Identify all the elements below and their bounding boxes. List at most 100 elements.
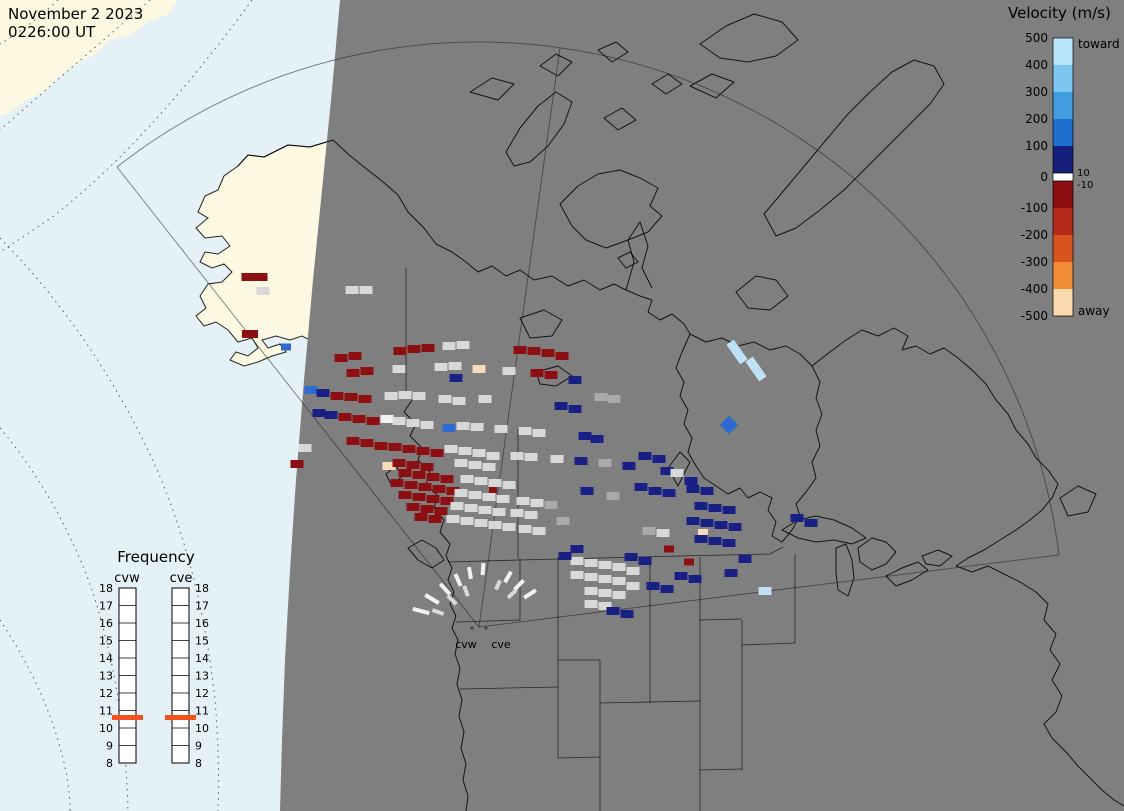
velocity-cell — [532, 527, 546, 535]
velocity-cell — [434, 363, 448, 371]
velocity-cell — [384, 392, 398, 400]
velocity-cell — [674, 572, 688, 580]
velocity-cell — [558, 552, 572, 560]
velocity-cell — [344, 393, 358, 401]
lake-michigan — [835, 543, 855, 597]
velocity-cell — [626, 567, 640, 575]
frequency-legend: Frequency cvw cve 1817161514131211109818… — [99, 548, 209, 770]
velocity-cell — [638, 452, 652, 460]
lake-great-slave — [535, 365, 573, 387]
velocity-legend-zero-gap — [1053, 173, 1073, 181]
frequency-tick-label: 11 — [99, 705, 113, 718]
velocity-cell — [420, 505, 434, 513]
velocity-cell — [700, 487, 714, 495]
velocity-tick-label: -100 — [1021, 201, 1048, 215]
velocity-cell — [304, 386, 318, 394]
velocity-cell — [506, 588, 518, 600]
lake-huron — [857, 537, 897, 571]
frequency-tick-label: 17 — [195, 600, 209, 613]
velocity-cell — [660, 585, 674, 593]
velocity-cell — [488, 521, 502, 529]
velocity-cell — [466, 566, 474, 580]
velocity-cell — [728, 523, 742, 531]
velocity-cell — [530, 499, 544, 507]
velocity-cell — [724, 569, 738, 577]
velocity-cell — [634, 483, 648, 491]
velocity-cell — [348, 352, 362, 360]
frequency-tick-label: 10 — [99, 722, 113, 735]
frequency-legend-title: Frequency — [117, 548, 195, 566]
island-melville — [469, 77, 515, 101]
velocity-legend: Velocity (m/s) toward away 500 400 300 200 1… — [1008, 4, 1120, 323]
velocity-cell — [453, 573, 463, 587]
velocity-cell — [418, 483, 432, 491]
radar-site-markers: cvw cve — [455, 626, 511, 651]
velocity-cell — [662, 489, 676, 497]
velocity-cell — [428, 515, 442, 523]
velocity-cell — [598, 459, 612, 467]
lake-ontario — [921, 549, 953, 567]
velocity-cell — [502, 523, 516, 531]
velocity-legend-ticks: 500 400 300 200 100 0 -100 -200 -300 -400 -500 10-1… — [1021, 31, 1094, 323]
velocity-legend-segment — [1053, 289, 1073, 316]
velocity-cell — [664, 545, 674, 553]
velocity-cell — [446, 594, 458, 606]
velocity-cell — [492, 508, 506, 516]
velocity-tick-label: -200 — [1021, 228, 1048, 242]
velocity-cell — [382, 462, 396, 470]
frequency-tick-label: 15 — [99, 635, 113, 648]
frequency-column-label-cve: cve — [170, 571, 193, 586]
velocity-legend-segment — [1053, 92, 1073, 119]
lake-superior — [781, 515, 867, 545]
velocity-cell — [745, 356, 767, 382]
velocity-tick-label: -400 — [1021, 282, 1048, 296]
velocity-cell — [359, 286, 373, 294]
frequency-legend-bars: 18 17 16 15 14 13 12 11 10 9 8 18 17 16 15 14 13 12 11 10 9 8 — [99, 582, 209, 770]
velocity-cell — [624, 553, 638, 561]
velocity-cell — [612, 563, 626, 571]
velocity-cell — [446, 515, 460, 523]
velocity-cell — [612, 591, 626, 599]
velocity-cell — [460, 475, 474, 483]
coastlines — [237, 13, 1124, 811]
velocity-legend-segment — [1053, 181, 1073, 208]
magnetic-grid-line — [0, 0, 59, 45]
velocity-cell — [584, 559, 598, 567]
timestamp-date: November 2 2023 — [8, 5, 143, 23]
velocity-cell — [494, 425, 508, 433]
velocity-legend-title: Velocity (m/s) — [1008, 4, 1111, 22]
timestamp: November 2 2023 0226:00 UT — [8, 5, 143, 41]
lake-great-bear — [519, 309, 563, 339]
island-southampton — [735, 275, 789, 311]
velocity-cell — [523, 588, 537, 600]
velocity-cell — [570, 545, 584, 553]
frequency-tick-label: 13 — [195, 670, 209, 683]
velocity-cell — [338, 413, 352, 421]
velocity-cell — [480, 562, 486, 576]
velocity-legend-border — [1052, 37, 1074, 317]
velocity-cell — [494, 579, 502, 591]
velocity-legend-segment — [1053, 235, 1073, 262]
velocity-gap-label: -10 — [1077, 180, 1093, 191]
velocity-cell — [462, 585, 470, 597]
velocity-cell — [468, 461, 482, 469]
coastline-hudson-bay — [675, 333, 823, 543]
velocity-cell — [478, 395, 492, 403]
velocity-cell — [502, 481, 516, 489]
velocity-cell — [420, 421, 434, 429]
velocity-cell — [316, 389, 330, 397]
island-arctic-1 — [539, 53, 573, 77]
velocity-cell — [345, 286, 359, 294]
velocity-cell — [541, 349, 555, 357]
velocity-cell — [652, 455, 666, 463]
velocity-tick-label: -300 — [1021, 255, 1048, 269]
frequency-tick-label: 12 — [99, 687, 113, 700]
velocity-cell — [346, 437, 360, 445]
velocity-cell — [442, 342, 456, 350]
velocity-cell — [360, 367, 374, 375]
velocity-cell — [684, 477, 698, 485]
frequency-tick-label: 9 — [106, 740, 113, 753]
frequency-tick-label: 18 — [195, 582, 209, 595]
velocity-cell — [598, 561, 612, 569]
